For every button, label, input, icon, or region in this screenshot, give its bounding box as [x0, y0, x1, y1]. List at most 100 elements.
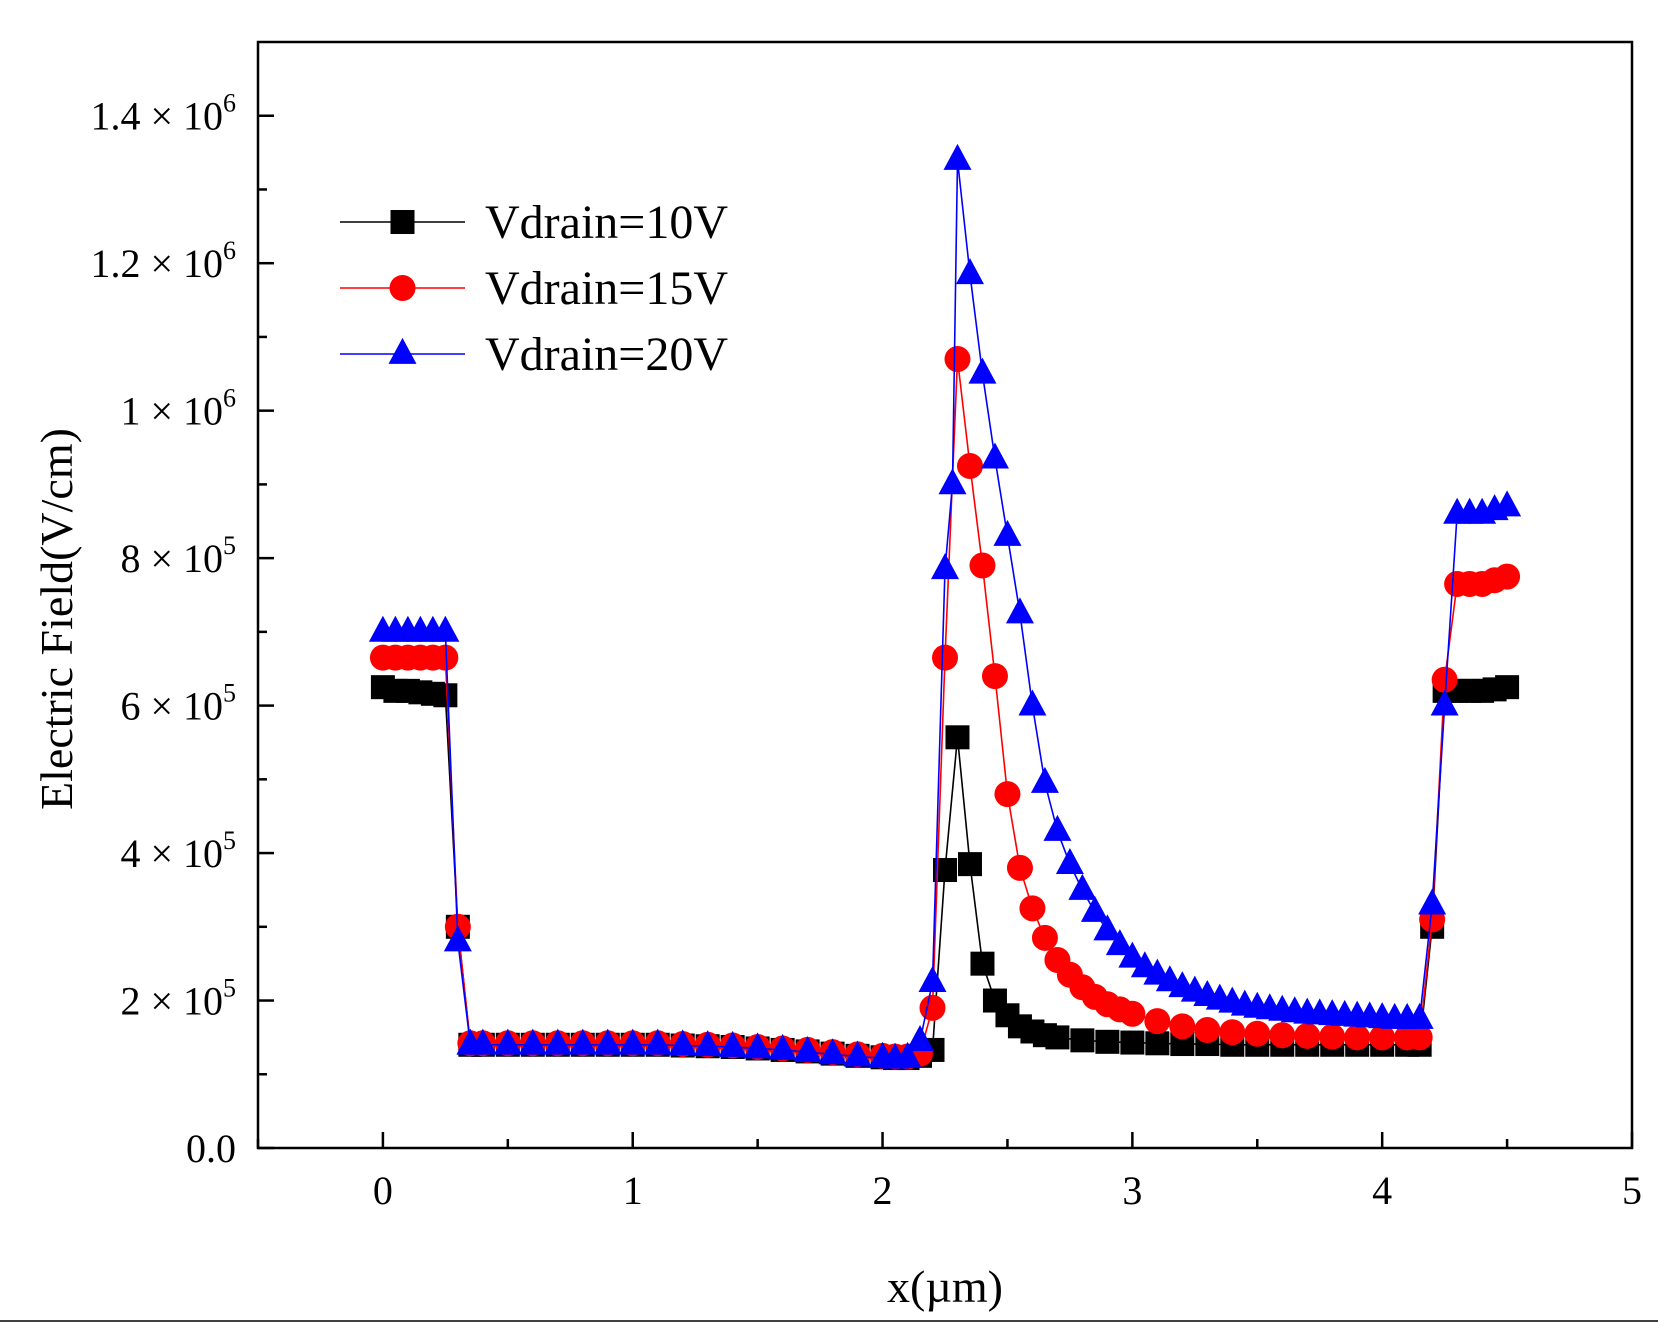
data-point — [793, 1036, 822, 1063]
legend: Vdrain=10V Vdrain=15V Vdrain=20V — [340, 196, 728, 381]
data-point — [906, 1024, 935, 1051]
data-point — [1031, 924, 1058, 951]
data-point — [468, 1028, 497, 1055]
data-point — [1405, 1002, 1434, 1029]
y-tick-label: 4 × 105 — [120, 826, 236, 876]
data-point — [1495, 675, 1520, 700]
series-2 — [368, 143, 1522, 1069]
data-point — [1120, 1030, 1145, 1055]
data-point — [1093, 914, 1122, 941]
y-tick-label: 1.2 × 106 — [90, 236, 236, 286]
data-point — [1006, 854, 1033, 881]
data-point — [981, 663, 1008, 690]
data-point — [1068, 873, 1097, 900]
data-point — [944, 346, 971, 373]
data-point — [1319, 1023, 1346, 1050]
data-point — [1194, 1017, 1221, 1044]
data-point — [768, 1033, 797, 1060]
data-point — [593, 1028, 622, 1055]
legend-label: Vdrain=20V — [485, 328, 728, 381]
data-point — [1431, 666, 1458, 693]
x-axis-title: x(µm) — [887, 1261, 1003, 1312]
y-tick-label: 0.0 — [186, 1126, 236, 1171]
data-point — [919, 994, 946, 1021]
y-tick-label: 6 × 105 — [120, 679, 236, 729]
data-point — [1019, 895, 1046, 922]
data-point — [955, 258, 984, 285]
data-point — [493, 1028, 522, 1055]
legend-label: Vdrain=10V — [485, 196, 728, 249]
data-point — [1269, 1022, 1296, 1049]
y-axis-title: Electric Field(V/cm) — [31, 428, 82, 810]
data-point — [980, 442, 1009, 469]
plot-frame — [256, 40, 1634, 1150]
data-point — [718, 1030, 747, 1057]
legend-marker — [389, 275, 416, 301]
x-tick-label: 4 — [1372, 1168, 1392, 1213]
data-point — [432, 644, 459, 671]
data-point — [893, 1041, 922, 1068]
data-point — [443, 925, 472, 952]
x-tick-label: 2 — [873, 1168, 893, 1213]
legend-label: Vdrain=15V — [485, 262, 728, 315]
y-tick-label: 1 × 106 — [120, 384, 236, 434]
data-point — [1095, 1029, 1120, 1054]
data-point — [643, 1028, 672, 1055]
y-tick-label: 1.4 × 106 — [90, 89, 236, 139]
data-point — [1070, 1028, 1095, 1053]
data-point — [994, 781, 1021, 808]
data-point — [668, 1029, 697, 1056]
data-point — [1119, 1000, 1146, 1027]
data-point — [743, 1032, 772, 1059]
legend-marker — [390, 210, 415, 234]
data-point — [1018, 689, 1047, 716]
data-point — [957, 852, 982, 877]
data-point — [931, 553, 959, 580]
data-point — [938, 468, 967, 495]
data-point — [568, 1028, 597, 1055]
data-point — [918, 965, 947, 992]
data-point — [943, 143, 972, 170]
x-tick-label: 5 — [1622, 1168, 1642, 1213]
data-point — [431, 615, 460, 642]
data-point — [1493, 490, 1522, 517]
data-point — [970, 951, 995, 976]
data-point — [693, 1030, 722, 1057]
data-point — [1430, 689, 1459, 716]
data-point — [433, 683, 458, 708]
y-tick-label: 8 × 105 — [120, 531, 236, 581]
data-point — [1144, 1008, 1171, 1035]
data-point — [1344, 1024, 1371, 1051]
data-point — [843, 1040, 872, 1067]
y-tick-label: 2 × 105 — [120, 974, 236, 1024]
data-point — [1118, 941, 1147, 968]
data-point — [1045, 1025, 1070, 1050]
data-point — [968, 357, 997, 384]
data-point — [1418, 888, 1447, 915]
data-point — [1055, 848, 1084, 875]
data-point — [818, 1038, 847, 1065]
data-point — [1219, 1019, 1246, 1046]
data-point — [969, 552, 996, 579]
data-point — [1145, 1031, 1170, 1056]
data-point — [1080, 895, 1109, 922]
data-point — [932, 644, 958, 671]
tick-labels: 0 1 2 3 4 5 0.0 2 × 105 4 × 105 6 × 105 8 × 105 1 ×… — [90, 89, 1642, 1213]
legend-marker — [388, 337, 417, 364]
data-point — [1369, 1024, 1396, 1051]
data-point — [1294, 1022, 1321, 1049]
x-tick-label: 0 — [373, 1168, 393, 1213]
data-point — [945, 725, 970, 750]
data-point — [1030, 766, 1059, 793]
data-point — [993, 519, 1022, 546]
data-point — [1169, 1013, 1196, 1040]
data-point — [1105, 929, 1134, 956]
data-point — [1494, 563, 1521, 590]
data-point — [543, 1028, 572, 1055]
plot-area — [368, 143, 1522, 1071]
data-point — [1005, 597, 1034, 624]
data-point — [618, 1028, 647, 1055]
x-tick-label: 3 — [1122, 1168, 1142, 1213]
